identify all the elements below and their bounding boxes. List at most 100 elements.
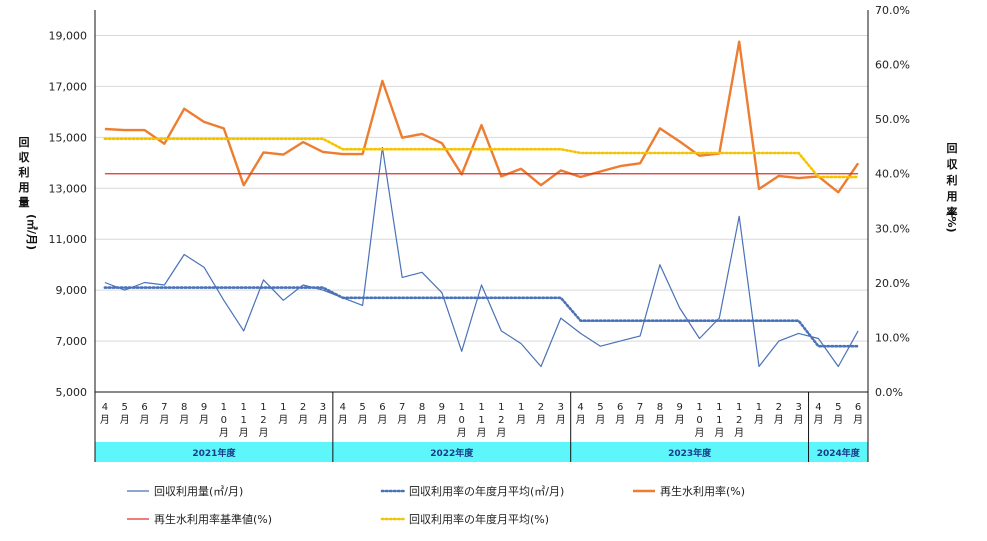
axes <box>94 10 869 393</box>
right-tick-label: 60.0% <box>875 59 910 72</box>
month-label-char: 0 <box>696 415 702 426</box>
month-label-char: 3 <box>558 402 564 413</box>
right-tick-label: 40.0% <box>875 168 910 181</box>
month-label-char: 月 <box>516 414 526 426</box>
month-label-char: 月 <box>556 414 566 426</box>
fiscal-year-label: 2023年度 <box>668 447 712 459</box>
right-tick-label: 10.0% <box>875 331 910 344</box>
month-label-char: 1 <box>478 402 484 413</box>
fiscal-year-label: 2021年度 <box>192 447 236 459</box>
month-label-char: 月 <box>278 414 288 426</box>
month-label-char: 0 <box>221 415 227 426</box>
month-label-char: 7 <box>637 402 643 413</box>
series-lines <box>103 40 860 368</box>
month-label-char: 1 <box>498 402 504 413</box>
month-label-char: 1 <box>756 402 762 413</box>
month-label-char: 月 <box>417 414 427 426</box>
left-axis-unit: (㎥/月) <box>25 214 39 250</box>
month-label-char: 月 <box>635 414 645 426</box>
month-label-char: 月 <box>734 427 744 439</box>
right-axis-title-char: 用 <box>947 190 958 203</box>
fiscal-year-band <box>95 442 333 462</box>
month-label-char: 6 <box>855 402 861 413</box>
month-label-char: 1 <box>240 415 246 426</box>
right-tick-label: 50.0% <box>875 113 910 126</box>
left-axis-title-char: 収 <box>19 151 31 164</box>
month-label-char: 月 <box>318 414 328 426</box>
fiscal-year-bands: 2021年度 2022年度 2023年度 2024年度 <box>94 392 869 462</box>
left-tick-label: 15,000 <box>49 131 88 144</box>
left-axis-ticks: 5,000 7,000 9,000 11,000 13,000 15,000 17,000 1… <box>49 29 88 399</box>
month-label-char: 月 <box>239 427 249 439</box>
month-label-char: 2 <box>776 402 782 413</box>
month-label-char: 月 <box>477 427 487 439</box>
right-axis-ticks: 0.0% 10.0% 20.0% 30.0% 40.0% 50.0% 60.0% 70.0% <box>875 4 910 399</box>
month-label-char: 2 <box>538 402 544 413</box>
fiscal-year-band <box>332 442 571 462</box>
month-label-char: 月 <box>120 414 130 426</box>
right-tick-label: 70.0% <box>875 4 910 17</box>
month-label-char: 月 <box>813 414 823 426</box>
legend: 回収利用量(㎥/月) 回収利用率の年度月平均(㎥/月) 再生水利用率(%) 再生水利用… <box>127 484 745 526</box>
left-tick-label: 5,000 <box>56 386 88 399</box>
month-label-char: 8 <box>419 402 425 413</box>
month-label-char: 9 <box>439 402 445 413</box>
month-label-char: 月 <box>140 414 150 426</box>
month-label-char: 6 <box>617 402 623 413</box>
month-label-char: 月 <box>675 414 685 426</box>
left-axis-title-char: 回 <box>19 135 30 149</box>
month-label-char: 9 <box>677 402 683 413</box>
month-label-char: 1 <box>458 402 464 413</box>
left-axis-title: 回収利用量 (㎥/月) <box>19 135 40 250</box>
legend-label-0: 回収利用量(㎥/月) <box>154 485 243 498</box>
left-tick-label: 13,000 <box>49 182 88 195</box>
month-label-char: 4 <box>102 402 108 413</box>
month-label-char: 月 <box>714 427 724 439</box>
left-tick-label: 9,000 <box>56 284 88 297</box>
month-label-char: 月 <box>457 427 467 439</box>
month-label-char: 月 <box>397 414 407 426</box>
left-axis-title-char: 用 <box>19 181 30 194</box>
month-label-char: 5 <box>122 402 128 413</box>
month-label-char: 月 <box>258 427 268 439</box>
month-label-char: 月 <box>437 414 447 426</box>
fiscal-year-band <box>808 442 868 462</box>
month-label-char: 1 <box>240 402 246 413</box>
month-label-char: 5 <box>597 402 603 413</box>
right-tick-label: 0.0% <box>875 386 903 399</box>
month-label-char: 5 <box>835 402 841 413</box>
month-label-char: 1 <box>221 402 227 413</box>
left-axis-title-char: 量 <box>19 196 30 209</box>
month-label-char: 7 <box>399 402 405 413</box>
month-label-char: 月 <box>298 414 308 426</box>
fiscal-year-label: 2022年度 <box>430 447 474 459</box>
right-axis-title-char: 利 <box>947 173 958 187</box>
left-tick-label: 19,000 <box>49 29 88 42</box>
month-label-char: 月 <box>595 414 605 426</box>
month-label-char: 月 <box>576 414 586 426</box>
month-label-char: 1 <box>280 402 286 413</box>
month-label-char: 1 <box>518 402 524 413</box>
left-tick-label: 17,000 <box>49 80 88 93</box>
right-axis-title-char: 回 <box>947 141 958 155</box>
gridlines <box>95 34 868 342</box>
month-label-char: 1 <box>716 415 722 426</box>
month-label-char: 2 <box>300 402 306 413</box>
month-label-char: 1 <box>716 402 722 413</box>
month-label-char: 月 <box>794 414 804 426</box>
month-label-char: 4 <box>815 402 821 413</box>
left-tick-label: 11,000 <box>49 233 88 246</box>
left-axis-title-char: 利 <box>19 165 30 179</box>
month-label-char: 月 <box>179 414 189 426</box>
month-label-char: 月 <box>219 427 229 439</box>
month-label-char: 2 <box>498 415 504 426</box>
month-label-char: 月 <box>536 414 546 426</box>
month-label-char: 月 <box>159 414 169 426</box>
right-tick-label: 30.0% <box>875 222 910 235</box>
month-label-char: 月 <box>496 427 506 439</box>
legend-label-1: 回収利用率の年度月平均(㎥/月) <box>409 484 564 498</box>
month-label-char: 月 <box>199 414 209 426</box>
month-label-char: 6 <box>379 402 385 413</box>
left-tick-label: 7,000 <box>56 335 88 348</box>
